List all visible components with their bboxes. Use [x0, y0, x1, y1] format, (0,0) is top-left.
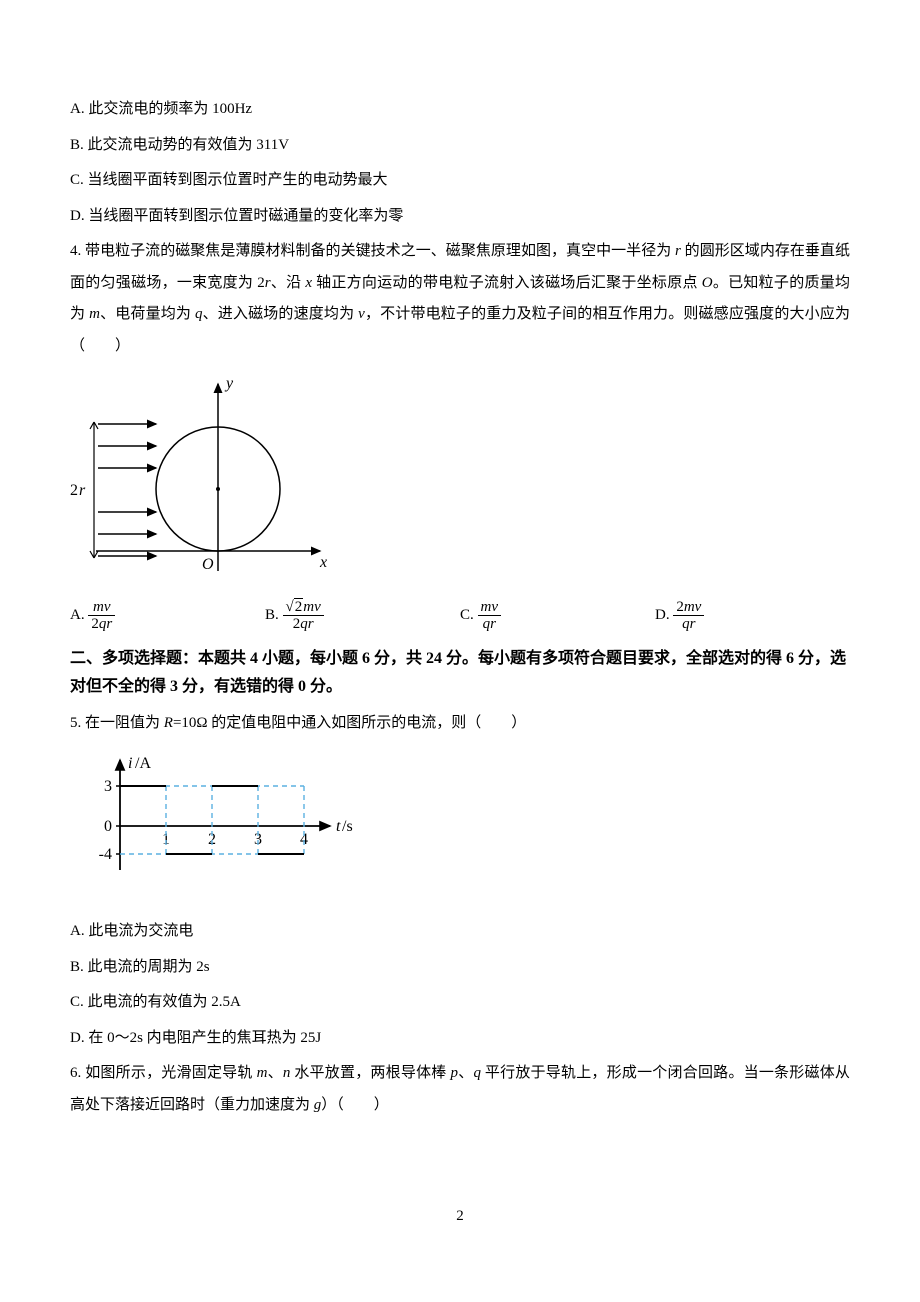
q4-m: m [89, 306, 100, 322]
svg-text:x: x [319, 554, 327, 571]
svg-text:2: 2 [70, 482, 78, 499]
q6-t2: 、 [267, 1065, 282, 1081]
q4-O: O [702, 275, 713, 291]
q5-d-text: 在 0～2s 内电阻产生的焦耳热为 25J [88, 1030, 321, 1046]
q5-option-b: B. 此电流的周期为 2s [70, 952, 850, 984]
q4-t4: 轴正方向运动的带电粒子流射入该磁场后汇聚于坐标原点 [312, 275, 702, 291]
q3-b-text: 此交流电动势的有效值为 311V [88, 137, 290, 153]
q4-opt-d: D. 2mvqr [655, 599, 850, 633]
svg-text:O: O [202, 556, 214, 573]
svg-text:/A: /A [135, 755, 151, 772]
q4-diagram: y x O 2r [70, 374, 850, 587]
q5-option-d: D. 在 0～2s 内电阻产生的焦耳热为 25J [70, 1023, 850, 1055]
q3-option-b: B. 此交流电动势的有效值为 311V [70, 130, 850, 162]
q6-t1: 6. 如图所示，光滑固定导轨 [70, 1065, 257, 1081]
q5-a-text: 此电流为交流电 [88, 923, 193, 939]
q5-stem: 5. 在一阻值为 R=10Ω 的定值电阻中通入如图所示的电流，则（ ） [70, 708, 850, 740]
q4-a-label: A. [70, 600, 85, 632]
q3-d-text: 当线圈平面转到图示位置时磁通量的变化率为零 [88, 208, 403, 224]
q3-option-c: C. 当线圈平面转到图示位置时产生的电动势最大 [70, 165, 850, 197]
q4-options: A. mv2qr B. 2mv2qr C. mvqr D. 2mvqr [70, 599, 850, 633]
q4-opt-a: A. mv2qr [70, 599, 265, 633]
q4-t1: 4. 带电粒子流的磁聚焦是薄膜材料制备的关键技术之一、磁聚焦原理如图，真空中一半… [70, 243, 675, 259]
q5-t1: 5. 在一阻值为 [70, 715, 164, 731]
q3-c-text: 当线圈平面转到图示位置时产生的电动势最大 [88, 172, 388, 188]
q3-a-text: 此交流电的频率为 100Hz [88, 101, 252, 117]
q4-t3: 、沿 [271, 275, 306, 291]
q6-q: q [473, 1065, 481, 1081]
svg-text:/s: /s [342, 818, 353, 835]
svg-text:y: y [224, 375, 234, 392]
q6-p: p [451, 1065, 459, 1081]
q4-d-label: D. [655, 600, 670, 632]
q6-t4: 、 [458, 1065, 473, 1081]
q4-c-label: C. [460, 600, 474, 632]
q5-option-a: A. 此电流为交流电 [70, 916, 850, 948]
q4-v: v [358, 306, 365, 322]
q4-opt-b: B. 2mv2qr [265, 599, 460, 633]
q4-stem: 4. 带电粒子流的磁聚焦是薄膜材料制备的关键技术之一、磁聚焦原理如图，真空中一半… [70, 236, 850, 362]
page-number: 2 [70, 1201, 850, 1233]
svg-text:i: i [128, 755, 132, 772]
q5-t2: =10Ω 的定值电阻中通入如图所示的电流，则（ ） [173, 715, 526, 731]
q5-c-text: 此电流的有效值为 2.5A [88, 994, 241, 1010]
q4-opt-c: C. mvqr [460, 599, 655, 633]
svg-text:t: t [336, 818, 341, 835]
q5-option-c: C. 此电流的有效值为 2.5A [70, 987, 850, 1019]
svg-text:0: 0 [104, 818, 112, 835]
q6-t6: ）（ ） [321, 1097, 389, 1113]
q4-svg: y x O 2r [70, 374, 330, 574]
q6-m: m [257, 1065, 268, 1081]
svg-text:-4: -4 [99, 846, 112, 863]
q5-diagram: 30-41234i/At/s [70, 752, 850, 905]
q4-t7: 、进入磁场的速度均为 [202, 306, 358, 322]
q4-t6: 、电荷量均为 [100, 306, 195, 322]
q3-option-d: D. 当线圈平面转到图示位置时磁通量的变化率为零 [70, 201, 850, 233]
q3-option-a: A. 此交流电的频率为 100Hz [70, 94, 850, 126]
q5-b-text: 此电流的周期为 2s [88, 959, 210, 975]
q5-R: R [164, 715, 173, 731]
q5-svg: 30-41234i/At/s [70, 752, 360, 892]
q4-b-label: B. [265, 600, 279, 632]
section2-heading: 二、多项选择题：本题共 4 小题，每小题 6 分，共 24 分。每小题有多项符合… [70, 645, 850, 703]
svg-text:3: 3 [104, 778, 112, 795]
q6-t3: 水平放置，两根导体棒 [290, 1065, 450, 1081]
svg-text:r: r [79, 482, 86, 499]
q6-stem: 6. 如图所示，光滑固定导轨 m、n 水平放置，两根导体棒 p、q 平行放于导轨… [70, 1058, 850, 1121]
